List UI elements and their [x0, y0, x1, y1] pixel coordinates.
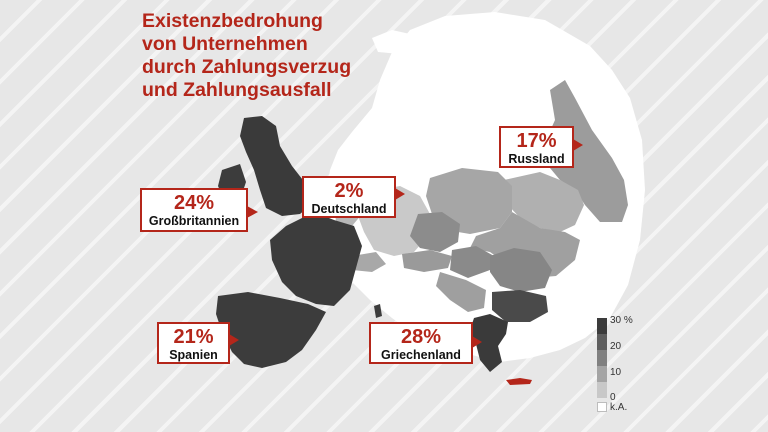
legend-swatch	[597, 318, 607, 334]
legend-swatch-no-data	[597, 402, 607, 412]
callout-spanien-percent: 21%	[173, 326, 214, 348]
map-title: Existenzbedrohung von Unternehmen durch …	[142, 10, 352, 101]
callout-spanien: 21% Spanien	[157, 322, 230, 364]
legend-label-20: 20	[610, 341, 622, 352]
legend-swatch	[597, 366, 607, 382]
country-grossbritannien	[240, 116, 312, 216]
callout-deutschland: 2% Deutschland	[302, 176, 396, 218]
legend-label-30: 30 %	[610, 315, 633, 326]
country-bulgarien	[492, 290, 548, 322]
country-italien	[376, 262, 446, 328]
callout-russland: 17% Russland	[499, 126, 574, 168]
pointer-deutschland	[395, 188, 405, 200]
callout-deutschland-percent: 2%	[334, 180, 364, 202]
callout-griechenland-percent: 28%	[400, 326, 442, 348]
pointer-griechenland	[472, 336, 482, 348]
callout-deutschland-country: Deutschland	[311, 202, 387, 216]
legend-label-0: 0	[610, 392, 616, 403]
corsica	[374, 304, 382, 318]
legend-label-no-data: k.A.	[610, 402, 628, 413]
legend-swatch	[597, 382, 607, 398]
legend-label-10: 10	[610, 367, 622, 378]
crete	[506, 378, 532, 385]
callout-grossbritannien-country: Großbritannien	[148, 214, 240, 228]
legend-swatch	[597, 334, 607, 350]
country-balkan	[436, 272, 486, 312]
country-tschechien	[410, 212, 460, 252]
callout-griechenland-country: Griechenland	[381, 348, 461, 362]
iceland	[372, 30, 416, 54]
legend-swatch	[597, 350, 607, 366]
callout-russland-percent: 17%	[516, 130, 557, 152]
country-oesterreich	[402, 250, 452, 272]
country-ukraine	[470, 212, 580, 278]
country-baltic	[504, 172, 584, 232]
pointer-spanien	[229, 334, 239, 346]
callout-grossbritannien-percent: 24%	[173, 192, 215, 214]
callout-griechenland: 28% Griechenland	[369, 322, 473, 364]
country-russland	[545, 80, 628, 222]
country-schweiz	[352, 252, 386, 272]
callout-grossbritannien: 24% Großbritannien	[140, 188, 248, 232]
legend: 30 % 20 10 0 k.A.	[597, 315, 657, 418]
country-griechenland	[470, 314, 508, 372]
country-rumaenien	[490, 248, 552, 292]
pointer-russland	[573, 139, 583, 151]
pointer-grossbritannien	[247, 206, 258, 218]
country-ungarn	[450, 246, 494, 278]
callout-spanien-country: Spanien	[169, 348, 218, 362]
country-spanien	[216, 292, 326, 368]
scandinavia	[375, 30, 492, 160]
country-frankreich	[270, 212, 362, 306]
callout-russland-country: Russland	[508, 152, 565, 166]
